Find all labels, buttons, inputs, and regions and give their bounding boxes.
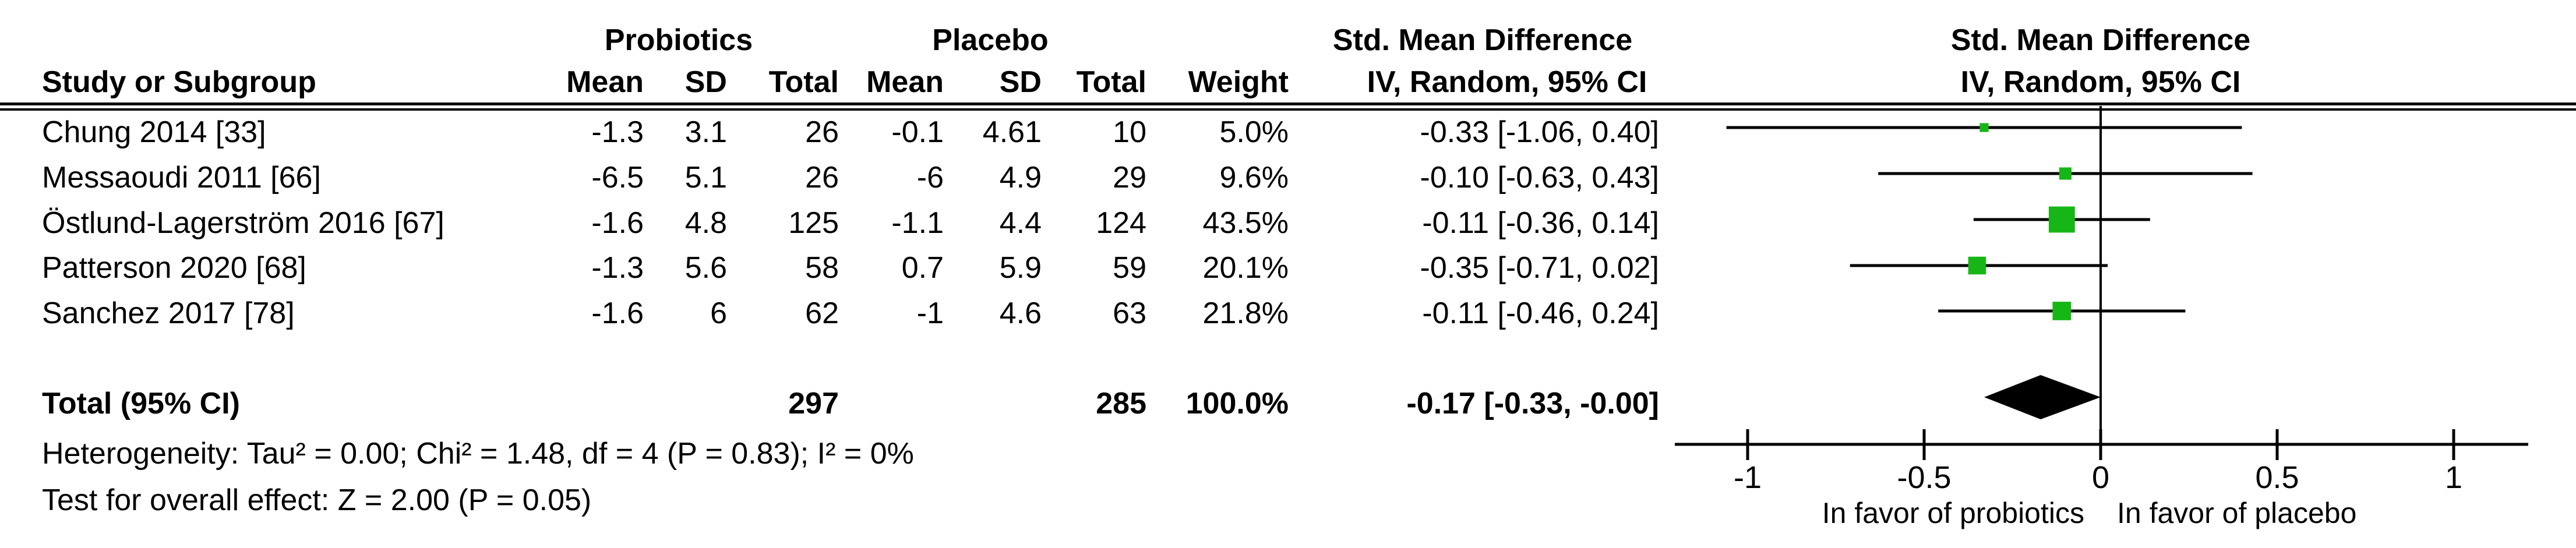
header-placebo-sd: SD: [999, 65, 1042, 99]
table-row-1-value: -0.10 [-0.63, 0.43]: [1420, 161, 1660, 195]
effect-square: [1968, 256, 1986, 275]
header-probiotics-sd: SD: [684, 65, 727, 99]
table-row-0-value: -0.1: [891, 115, 944, 149]
effect-square: [2048, 206, 2075, 233]
table-row-4-study-label: Sanchez 2017 [78]: [42, 296, 295, 330]
axis-tick-label: 0.5: [2255, 460, 2299, 495]
header-smd-plot-column: Std. Mean Difference: [1950, 23, 2251, 57]
table-row-3-value: -1.3: [591, 251, 644, 285]
table-row-3-value: 20.1%: [1202, 251, 1289, 285]
table-row-1-value: -6: [916, 161, 944, 195]
table-row-2-value: 43.5%: [1202, 206, 1289, 240]
table-row-0-value: -1.3: [591, 115, 644, 149]
total-row-value: 100.0%: [1185, 387, 1289, 420]
table-row-1-study-label: Messaoudi 2011 [66]: [42, 161, 321, 195]
effect-square: [1979, 123, 1989, 132]
table-row-3-value: 5.9: [999, 251, 1042, 285]
table-row-2-study-label: Östlund-Lagerström 2016 [67]: [42, 206, 444, 240]
table-row-0-study-label: Chung 2014 [33]: [42, 115, 266, 149]
table-row-4-value: -1: [916, 296, 944, 330]
table-row-0-value: 5.0%: [1219, 115, 1289, 149]
header-iv-random-ci-text: IV, Random, 95% CI: [1367, 65, 1647, 99]
header-probiotics-total: Total: [768, 65, 839, 99]
table-row-4-value: 63: [1113, 296, 1146, 330]
table-row-0-value: 3.1: [684, 115, 727, 149]
table-row-3-value: 59: [1113, 251, 1146, 285]
table-row-3-value: -0.35 [-0.71, 0.02]: [1420, 251, 1660, 285]
favor-right-label: In favor of placebo: [2117, 497, 2356, 529]
header-smd-text-column: Std. Mean Difference: [1332, 23, 1633, 57]
header-iv-random-ci-plot: IV, Random, 95% CI: [1960, 65, 2241, 99]
table-row-2-value: 4.4: [999, 206, 1042, 240]
table-row-2-value: 124: [1096, 206, 1146, 240]
table-row-0-value: -0.33 [-1.06, 0.40]: [1420, 115, 1660, 149]
axis-tick-label: 0: [2092, 460, 2109, 495]
table-row-2-value: -0.11 [-0.36, 0.14]: [1422, 206, 1659, 240]
heterogeneity-stats: Heterogeneity: Tau² = 0.00; Chi² = 1.48,…: [42, 437, 914, 471]
effect-square: [2059, 167, 2072, 180]
total-row-study-label: Total (95% CI): [42, 387, 240, 420]
table-row-4-value: 6: [710, 296, 727, 330]
table-row-4-value: 62: [805, 296, 839, 330]
table-row-3-study-label: Patterson 2020 [68]: [42, 251, 306, 285]
table-row-2-value: 4.8: [684, 206, 727, 240]
table-row-4-value: -0.11 [-0.46, 0.24]: [1422, 296, 1659, 330]
header-study-or-subgroup: Study or Subgroup: [42, 65, 316, 99]
table-row-3-value: 5.6: [684, 251, 727, 285]
header-rule: [0, 102, 2576, 111]
overall-effect-test: Test for overall effect: Z = 2.00 (P = 0…: [42, 483, 592, 517]
table-row-0-value: 26: [805, 115, 839, 149]
table-row-1-value: 9.6%: [1219, 161, 1289, 195]
favor-left-label: In favor of probiotics: [1822, 497, 2084, 529]
header-placebo-group: Placebo: [932, 23, 1049, 57]
table-row-3-value: 0.7: [901, 251, 944, 285]
table-row-4-value: 4.6: [999, 296, 1042, 330]
table-row-3-value: 58: [805, 251, 839, 285]
axis-tick-label: 1: [2445, 460, 2462, 495]
table-row-0-value: 4.61: [982, 115, 1042, 149]
table-row-1-value: 29: [1113, 161, 1146, 195]
header-probiotics-mean: Mean: [566, 65, 644, 99]
table-row-0-value: 10: [1113, 115, 1146, 149]
axis-tick-label: -1: [1734, 460, 1762, 495]
table-row-4-value: -1.6: [591, 296, 644, 330]
table-row-1-value: 4.9: [999, 161, 1042, 195]
table-row-2-value: -1.1: [891, 206, 944, 240]
header-weight: Weight: [1188, 65, 1289, 99]
table-row-4-value: 21.8%: [1202, 296, 1289, 330]
effect-square: [2052, 302, 2072, 320]
total-row-value: 285: [1096, 387, 1146, 420]
total-row-value: 297: [788, 387, 839, 420]
table-row-1-value: 5.1: [684, 161, 727, 195]
table-row-2-value: -1.6: [591, 206, 644, 240]
table-row-2-value: 125: [788, 206, 839, 240]
table-row-1-value: 26: [805, 161, 839, 195]
pooled-diamond: [1984, 375, 2101, 419]
axis-tick-label: -0.5: [1897, 460, 1951, 495]
total-row-value: -0.17 [-0.33, -0.00]: [1406, 387, 1659, 420]
header-placebo-total: Total: [1076, 65, 1146, 99]
header-probiotics-group: Probiotics: [604, 23, 753, 57]
header-placebo-mean: Mean: [866, 65, 944, 99]
table-row-1-value: -6.5: [591, 161, 644, 195]
